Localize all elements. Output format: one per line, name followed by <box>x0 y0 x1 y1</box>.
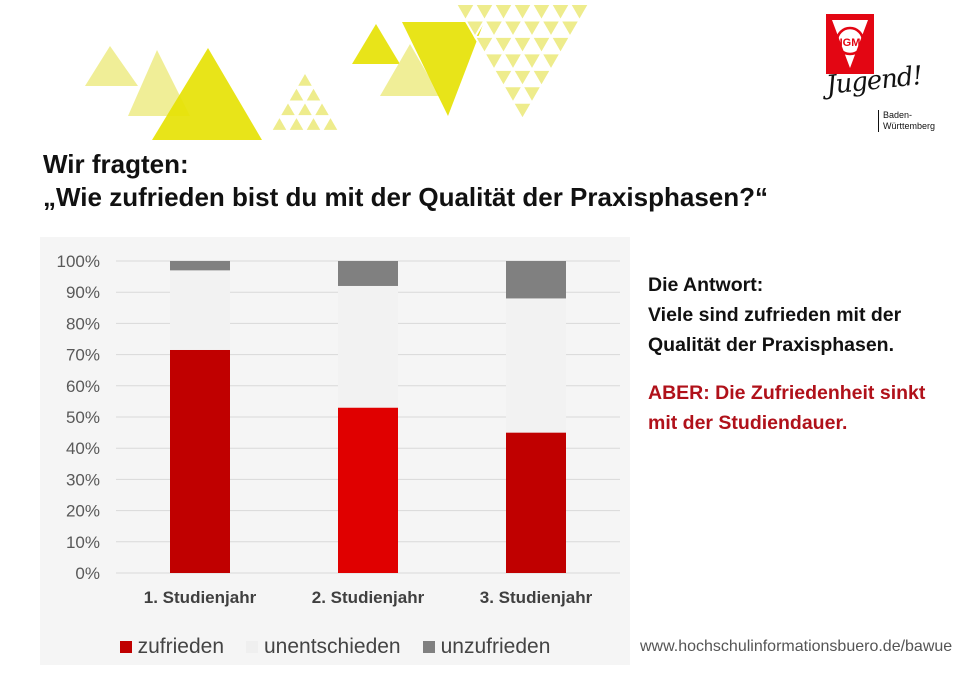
bar-segment-zufrieden <box>170 349 230 573</box>
legend-item-zufrieden: zufrieden <box>119 635 224 659</box>
legend-swatch-unzufrieden <box>422 641 435 653</box>
answer-heading: Die Antwort: <box>648 274 764 296</box>
legend-swatch-unentschieden <box>246 641 258 653</box>
igm-jugend-logo: IGM Jugend! Baden- Württemberg <box>822 14 946 144</box>
answer-text-block: Die Antwort: Viele sind zufrieden mit de… <box>648 270 948 438</box>
deco-triangle <box>152 48 262 140</box>
logo-region: Baden- Württemberg <box>878 110 935 132</box>
bar-segment-zufrieden <box>338 407 398 573</box>
title-line-1: Wir fragten: <box>43 149 189 179</box>
y-tick-label: 40% <box>66 439 100 458</box>
chart-panel: 0% 10% 20% 30% 40% 50% 60% 70% 80% 90% 100% 1. Stud… <box>40 237 630 665</box>
page-title: Wir fragten: „Wie zufrieden bist du mit … <box>43 148 768 214</box>
chart-legend: zufrieden unentschieden unzufrieden <box>40 635 630 659</box>
source-url: www.hochschulinformationsbuero.de/bawue <box>640 638 953 655</box>
y-tick-label: 70% <box>66 346 100 365</box>
y-tick-label: 0% <box>75 564 100 583</box>
deco-triangle <box>85 46 138 86</box>
igm-emblem: IGM <box>826 14 874 74</box>
legend-item-unzufrieden: unzufrieden <box>422 635 551 659</box>
bar-segment-zufrieden <box>506 432 566 573</box>
svg-text:IGM: IGM <box>840 37 861 49</box>
stacked-bar-chart: 0% 10% 20% 30% 40% 50% 60% 70% 80% 90% 100% 1. Stud… <box>57 252 620 607</box>
y-tick-label: 30% <box>66 470 100 489</box>
bar-segment-unentschieden <box>170 270 230 350</box>
x-tick-label: 3. Studienjahr <box>480 588 593 607</box>
deco-tessellated-triangle <box>454 3 591 122</box>
bar-segment-unzufrieden <box>338 261 398 286</box>
legend-item-unentschieden: unentschieden <box>246 635 401 659</box>
legend-label-unzufrieden: unzufrieden <box>440 635 551 658</box>
y-tick-label: 20% <box>66 502 100 521</box>
deco-triangle <box>402 22 484 116</box>
deco-triangle <box>352 24 400 64</box>
bar-segment-unzufrieden <box>170 261 230 271</box>
y-tick-label: 100% <box>57 252 100 271</box>
x-tick-label: 1. Studienjahr <box>144 588 257 607</box>
y-tick-label: 60% <box>66 377 100 396</box>
title-line-2: „Wie zufrieden bist du mit der Qualität … <box>43 182 769 212</box>
bar-segment-unzufrieden <box>506 261 566 299</box>
answer-highlight: ABER: Die Zufriedenheit sinkt mit der St… <box>648 382 926 434</box>
bar-segment-unentschieden <box>338 285 398 408</box>
y-tick-label: 90% <box>66 283 100 302</box>
deco-tessellated-triangle <box>269 70 341 132</box>
x-tick-label: 2. Studienjahr <box>312 588 425 607</box>
y-tick-label: 50% <box>66 408 100 427</box>
legend-swatch-zufrieden <box>119 641 132 653</box>
legend-label-zufrieden: zufrieden <box>137 635 224 658</box>
y-tick-label: 10% <box>66 533 100 552</box>
y-tick-label: 80% <box>66 314 100 333</box>
deco-triangle <box>380 44 440 96</box>
deco-triangle <box>128 50 190 116</box>
legend-label-unentschieden: unentschieden <box>264 635 401 658</box>
answer-text: Viele sind zufrieden mit der Qualität de… <box>648 304 902 356</box>
bar-segment-unentschieden <box>506 298 566 433</box>
